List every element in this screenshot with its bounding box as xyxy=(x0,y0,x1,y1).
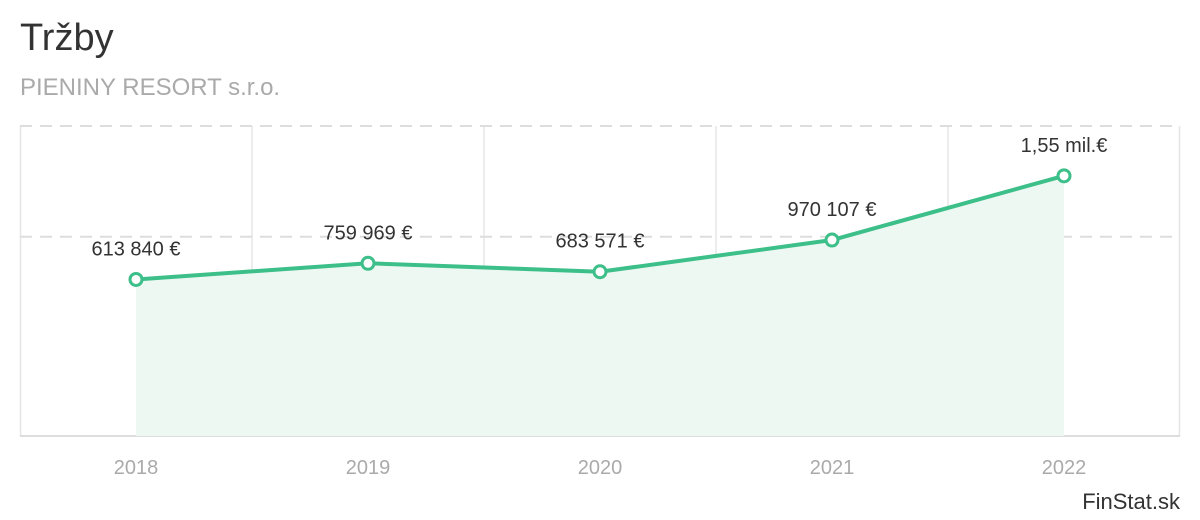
x-tick-label: 2018 xyxy=(114,457,159,479)
data-point xyxy=(824,232,840,248)
x-tick-label: 2019 xyxy=(346,457,391,479)
data-label: 1,55 mil.€ xyxy=(1021,135,1108,157)
data-label: 613 840 € xyxy=(92,238,181,260)
data-label: 683 571 € xyxy=(556,231,645,253)
company-name: PIENINY RESORT s.r.o. xyxy=(20,74,281,101)
x-tick-label: 2022 xyxy=(1042,457,1087,479)
data-point xyxy=(360,255,376,271)
data-label: 970 107 € xyxy=(788,199,877,221)
data-point xyxy=(592,264,608,280)
finstat-credit[interactable]: FinStat.sk xyxy=(1082,489,1180,514)
chart-title: Tržby xyxy=(20,17,114,59)
data-point xyxy=(128,271,144,287)
x-tick-label: 2021 xyxy=(810,457,855,479)
x-tick-label: 2020 xyxy=(578,457,623,479)
data-point xyxy=(1056,168,1072,184)
data-label: 759 969 € xyxy=(324,222,413,244)
